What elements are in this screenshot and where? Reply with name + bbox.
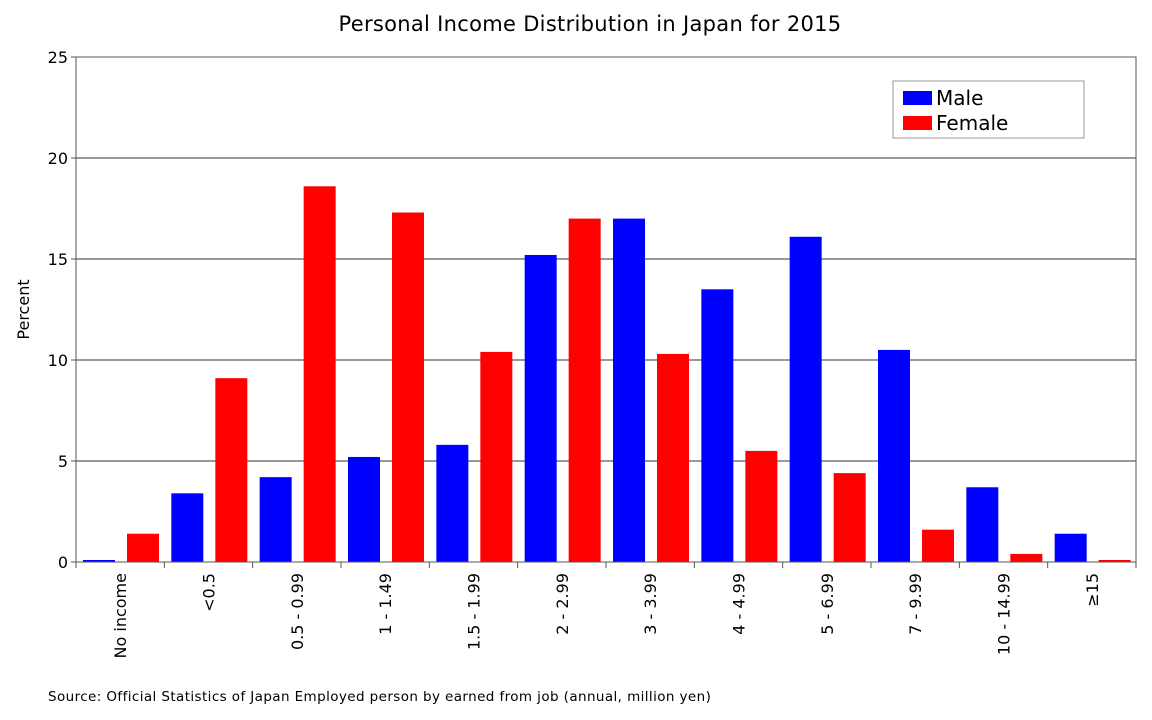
y-tick-label: 0 xyxy=(58,553,68,572)
legend-swatch-male xyxy=(903,91,932,105)
bar-male-10 xyxy=(966,487,999,562)
x-tick-label: 3 - 3.99 xyxy=(641,573,660,635)
bar-male-8 xyxy=(789,236,822,562)
bar-female-9 xyxy=(922,529,954,562)
bar-female-4 xyxy=(480,351,513,562)
chart-title: Personal Income Distribution in Japan fo… xyxy=(338,12,842,36)
bar-male-0 xyxy=(83,559,115,562)
source-note: Source: Official Statistics of Japan Emp… xyxy=(48,689,712,705)
y-tick-label: 15 xyxy=(48,250,68,269)
x-tick-label: <0.5 xyxy=(200,573,219,612)
y-axis: 0 5 10 15 20 25 xyxy=(48,48,76,572)
bar-female-7 xyxy=(745,450,778,562)
x-tick-label: No income xyxy=(111,573,130,658)
x-axis: No income <0.5 0.5 - 0.99 1 - 1.49 1.5 - 1.9… xyxy=(75,562,1137,658)
bar-male-5 xyxy=(524,254,557,562)
bar-male-1 xyxy=(171,493,204,562)
bar-female-11 xyxy=(1098,559,1131,562)
bar-male-4 xyxy=(436,444,469,562)
bar-female-3 xyxy=(392,212,424,563)
legend-label-male: Male xyxy=(936,86,983,110)
bar-female-0 xyxy=(127,533,159,562)
bar-male-3 xyxy=(348,456,380,562)
x-tick-label: 10 - 14.99 xyxy=(995,573,1014,655)
bar-female-1 xyxy=(215,378,248,562)
grid-lines xyxy=(76,157,1136,462)
bar-male-9 xyxy=(878,349,910,562)
bar-female-8 xyxy=(833,473,866,562)
y-tick-label: 25 xyxy=(48,48,68,67)
bar-male-7 xyxy=(701,289,734,562)
bar-male-2 xyxy=(259,477,292,562)
x-tick-label: 5 - 6.99 xyxy=(818,573,837,635)
y-axis-label: Percent xyxy=(14,279,33,339)
bar-female-6 xyxy=(657,353,689,562)
bar-male-6 xyxy=(613,218,645,562)
y-tick-label: 5 xyxy=(58,452,68,471)
x-tick-label: 0.5 - 0.99 xyxy=(288,573,307,650)
legend-swatch-female xyxy=(903,116,932,130)
x-tick-label: 1.5 - 1.99 xyxy=(465,573,484,650)
x-tick-label: 4 - 4.99 xyxy=(730,573,749,635)
y-tick-label: 20 xyxy=(48,149,68,168)
bar-female-2 xyxy=(303,186,336,562)
x-tick-label: 1 - 1.49 xyxy=(376,573,395,635)
x-tick-label: 7 - 9.99 xyxy=(906,573,925,635)
x-tick-label: ≥15 xyxy=(1083,573,1102,607)
bar-female-10 xyxy=(1010,553,1043,562)
x-tick-label: 2 - 2.99 xyxy=(553,573,572,635)
bar-female-5 xyxy=(568,218,601,562)
legend-label-female: Female xyxy=(936,111,1008,135)
y-tick-label: 10 xyxy=(48,351,68,370)
bars xyxy=(83,186,1131,563)
bar-male-11 xyxy=(1054,533,1087,562)
